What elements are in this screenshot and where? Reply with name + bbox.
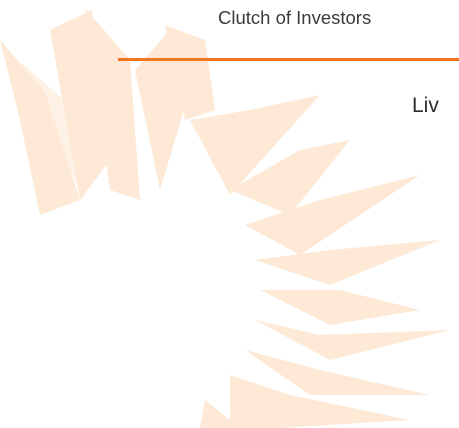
section-subtitle: Liv xyxy=(412,94,439,117)
header-title: Clutch of Investors xyxy=(218,7,372,28)
header-divider xyxy=(118,58,459,61)
